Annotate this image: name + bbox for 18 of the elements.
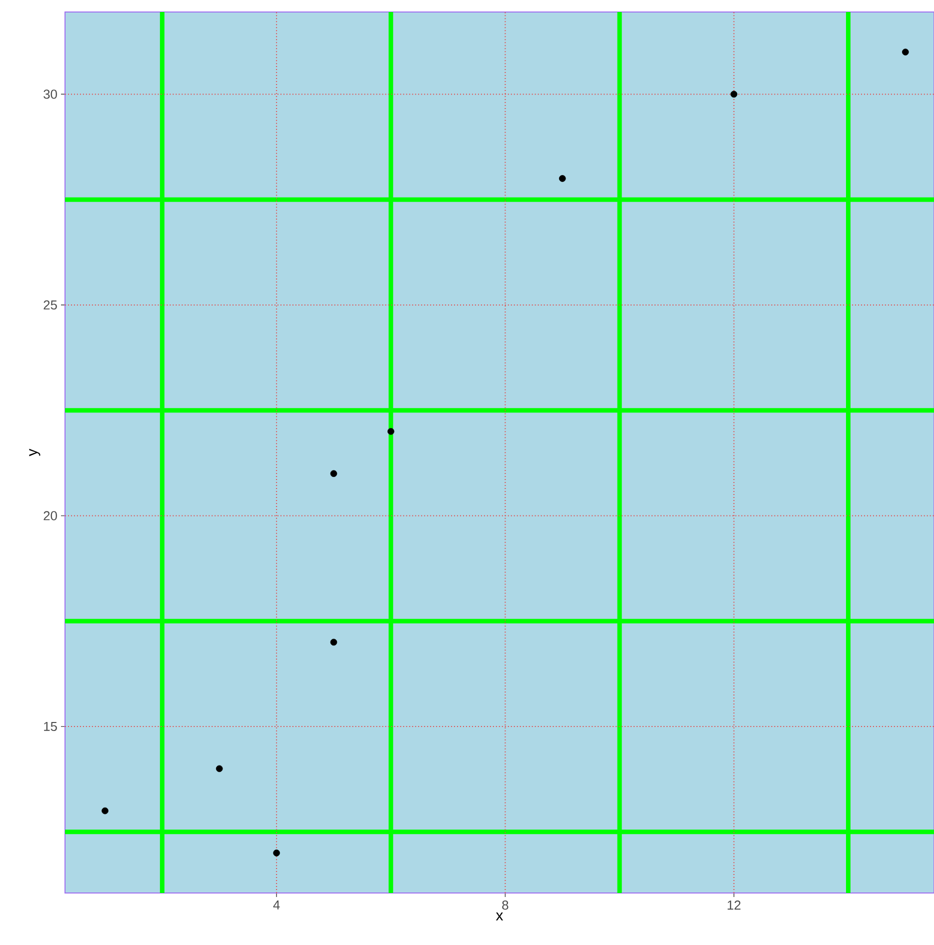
y-tick-label: 20 <box>43 511 57 520</box>
x-tick-label: 8 <box>502 900 508 910</box>
point <box>330 638 337 646</box>
x-tick-label: 4 <box>272 900 280 910</box>
y-tick-label: 25 <box>43 300 57 310</box>
point <box>330 470 337 477</box>
point <box>387 428 394 435</box>
x-tick-label: 12 <box>727 900 740 910</box>
point <box>272 850 280 856</box>
y-tick-label: 30 <box>43 90 57 99</box>
point <box>101 807 108 814</box>
point <box>730 90 738 98</box>
x-axis-title: x <box>496 912 503 920</box>
y-tick-label: 15 <box>44 722 57 732</box>
point <box>216 765 223 772</box>
point <box>902 48 909 56</box>
point <box>558 175 566 182</box>
y-axis-title: y <box>28 448 40 456</box>
